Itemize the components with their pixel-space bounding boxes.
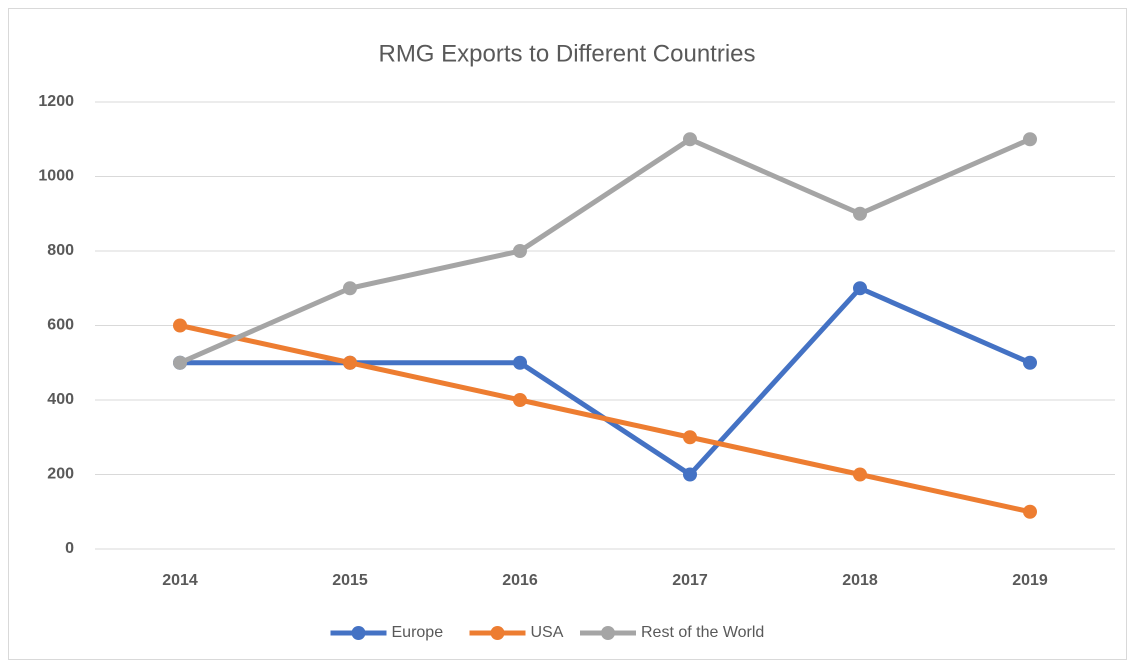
y-tick-label: 1000 — [38, 168, 74, 185]
x-tick-label: 2016 — [502, 572, 538, 589]
chart-title: RMG Exports to Different Countries — [378, 40, 755, 67]
legend-marker — [351, 626, 366, 640]
data-point — [1023, 132, 1037, 147]
x-tick-label: 2017 — [672, 572, 708, 589]
x-tick-label: 2019 — [1012, 572, 1048, 589]
data-point — [683, 467, 697, 482]
data-point — [853, 467, 867, 482]
data-point — [343, 281, 357, 296]
series-line — [177, 323, 1033, 515]
data-point — [853, 281, 867, 296]
legend-label: Europe — [392, 624, 444, 641]
x-tick-label: 2018 — [842, 572, 878, 589]
legend-label: USA — [531, 624, 564, 641]
y-tick-label: 400 — [47, 391, 74, 408]
legend-marker — [601, 626, 615, 640]
data-point — [1023, 504, 1037, 519]
data-point — [513, 355, 527, 370]
series-line — [177, 136, 1033, 366]
data-point — [173, 318, 187, 333]
data-point — [683, 430, 697, 445]
data-point — [343, 355, 357, 370]
x-tick-label: 2014 — [162, 572, 198, 589]
data-point — [683, 132, 697, 147]
y-tick-label: 1200 — [38, 93, 74, 110]
y-tick-label: 200 — [47, 466, 74, 483]
legend-marker — [490, 626, 505, 640]
y-tick-label: 0 — [65, 540, 74, 557]
legend-label: Rest of the World — [641, 624, 764, 641]
y-tick-label: 800 — [47, 242, 74, 259]
chart-border — [8, 8, 1127, 660]
data-point — [513, 393, 527, 407]
data-point — [513, 244, 527, 258]
data-point — [853, 206, 867, 221]
data-point — [1023, 355, 1037, 370]
y-tick-label: 600 — [47, 317, 74, 334]
data-point — [173, 355, 187, 370]
x-tick-label: 2015 — [332, 572, 368, 589]
